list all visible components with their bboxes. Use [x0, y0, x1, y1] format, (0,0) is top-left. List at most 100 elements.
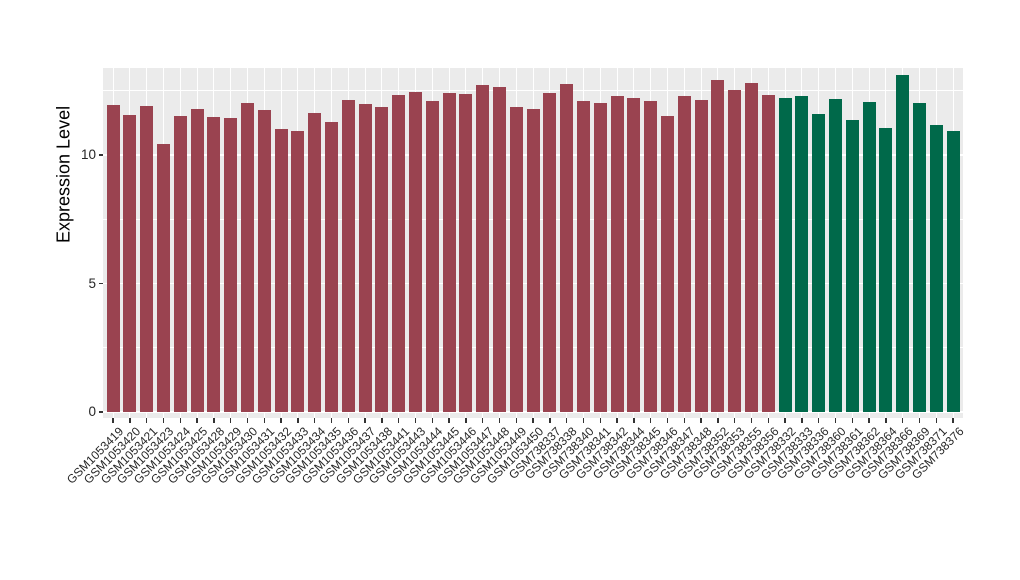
x-tick-mark: [129, 418, 131, 423]
bar-GSM1053434: [308, 112, 322, 412]
bar-GSM738356: [761, 95, 775, 412]
y-tick-label: 10: [80, 147, 96, 162]
bar-GSM738366: [896, 74, 910, 412]
x-tick-mark: [582, 418, 585, 423]
y-tick-mark: [98, 411, 103, 413]
x-tick-mark: [414, 418, 417, 423]
x-tick-mark: [213, 418, 215, 423]
x-tick-mark: [381, 418, 383, 423]
bar-GSM738333: [795, 95, 809, 412]
x-tick-mark: [750, 418, 753, 423]
bar-GSM738348: [694, 99, 708, 412]
x-tick-mark: [784, 418, 786, 423]
x-tick-mark: [918, 418, 921, 423]
bar-GSM738362: [862, 101, 876, 412]
bar-GSM1053443: [409, 92, 422, 412]
bar-GSM1053449: [509, 106, 523, 412]
x-tick-mark: [112, 418, 114, 423]
bar-GSM1053419: [106, 104, 120, 412]
bar-GSM1053433: [291, 130, 305, 412]
x-tick-mark: [330, 418, 333, 423]
x-tick-mark: [616, 418, 618, 423]
bar-GSM1053441: [392, 94, 406, 412]
y-tick-mark: [98, 282, 103, 285]
bar-GSM1053446: [459, 93, 473, 412]
bar-GSM1053424: [173, 116, 187, 412]
bar-GSM738336: [812, 113, 826, 412]
x-tick-mark: [801, 418, 803, 423]
bar-GSM1053425: [190, 109, 204, 412]
bar-GSM738341: [593, 103, 607, 412]
bar-GSM738371: [929, 125, 943, 412]
bar-GSM1053444: [425, 100, 439, 412]
x-tick-mark: [179, 418, 182, 423]
x-tick-mark: [733, 418, 736, 423]
y-gridline-minor: [103, 90, 963, 92]
bar-GSM1053447: [476, 84, 490, 412]
bar-GSM1053450: [526, 109, 540, 412]
x-tick-mark: [666, 418, 669, 423]
x-tick-mark: [162, 418, 165, 423]
x-tick-mark: [347, 418, 350, 423]
x-tick-mark: [599, 418, 602, 423]
bar-GSM738355: [745, 82, 758, 412]
bar-GSM738338: [560, 83, 574, 412]
plot-panel: [103, 68, 963, 418]
bar-GSM1053430: [241, 103, 254, 412]
x-tick-mark: [868, 418, 870, 423]
x-tick-mark: [145, 418, 148, 423]
bar-GSM1053421: [140, 106, 154, 412]
x-tick-mark: [532, 418, 534, 423]
bar-GSM1053420: [123, 114, 137, 412]
x-tick-mark: [431, 418, 434, 423]
bar-GSM1053435: [325, 122, 338, 412]
y-tick-mark: [98, 154, 103, 156]
x-tick-mark: [448, 418, 450, 423]
x-tick-mark: [481, 418, 484, 423]
x-tick-mark: [851, 418, 854, 423]
bar-GSM1053438: [375, 106, 389, 412]
bar-GSM1053429: [224, 118, 238, 412]
x-tick-mark: [280, 418, 282, 423]
bar-GSM738347: [677, 96, 691, 412]
bar-GSM1053428: [207, 116, 221, 412]
x-tick-mark: [297, 418, 299, 423]
x-tick-mark: [515, 418, 518, 423]
x-tick-mark: [397, 418, 400, 423]
x-tick-mark: [364, 418, 366, 423]
bar-GSM1053423: [157, 144, 170, 412]
x-tick-mark: [901, 418, 904, 423]
x-tick-mark: [229, 418, 232, 423]
x-tick-mark: [767, 418, 770, 423]
bar-GSM1053436: [341, 99, 355, 412]
bar-GSM1053445: [442, 92, 456, 412]
bar-GSM738332: [778, 97, 792, 412]
y-tick-label: 0: [88, 404, 96, 419]
x-tick-mark: [717, 418, 719, 423]
x-tick-mark: [683, 418, 686, 423]
x-tick-mark: [834, 418, 837, 423]
x-tick-mark: [246, 418, 249, 423]
bar-GSM738352: [711, 79, 725, 412]
bar-GSM738345: [644, 100, 658, 412]
x-tick-mark: [935, 418, 938, 423]
bar-GSM1053431: [257, 109, 271, 412]
bar-GSM738340: [577, 100, 590, 412]
bar-GSM738376: [946, 130, 960, 412]
bar-GSM738346: [661, 115, 674, 412]
x-tick-mark: [565, 418, 568, 423]
bar-GSM1053437: [358, 104, 372, 412]
bar-GSM1053432: [274, 128, 288, 412]
x-tick-mark: [885, 418, 887, 423]
x-tick-mark: [952, 418, 954, 423]
bar-GSM738337: [543, 92, 557, 412]
bar-GSM738342: [610, 96, 624, 412]
x-tick-mark: [549, 418, 551, 423]
bar-GSM738344: [627, 98, 641, 412]
bar-GSM1053448: [493, 86, 506, 412]
x-tick-mark: [700, 418, 702, 423]
bar-GSM738361: [845, 119, 859, 412]
bar-GSM738369: [913, 103, 926, 412]
x-tick-mark: [633, 418, 635, 423]
